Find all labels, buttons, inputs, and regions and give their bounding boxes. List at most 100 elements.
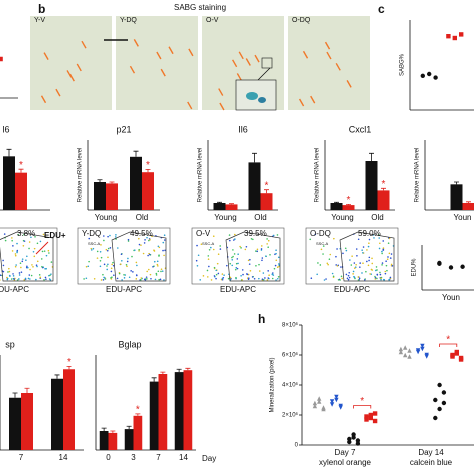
flow-event [111,263,113,266]
flow-event [143,278,146,281]
arrow [219,102,225,111]
flow-event [256,248,259,251]
data-point [312,400,318,406]
panel-label: h [258,312,265,326]
bar [15,172,27,210]
flow-event [120,253,123,256]
flow-event [107,256,109,259]
chart-title: p21 [116,124,131,134]
flow-event [249,269,252,272]
arrow [236,73,242,81]
flow-event [30,236,32,239]
flow-event [162,249,164,252]
flow-event [325,278,327,280]
flow-event [271,273,274,276]
flow-event [38,274,41,276]
flow-event [10,278,13,280]
data-point [317,399,322,404]
y-axis-label: Relative mRNA level [415,148,421,203]
flow-event [340,275,343,278]
flow-event [348,276,351,279]
gate-label: EDU+ [44,231,66,240]
bar [225,204,238,210]
data-point [433,397,438,403]
flow-event [234,268,237,271]
flow-event [355,263,357,266]
flow-event [335,255,337,258]
error-bar [145,169,151,173]
flow-event [197,254,200,257]
flow-event [366,249,368,251]
data-point [437,382,442,388]
flow-event [32,250,35,253]
flow-event [150,277,152,280]
flow-event [100,256,103,259]
data-point [403,352,408,358]
flow-event [27,277,30,280]
flow-event [373,237,375,239]
flow-event [128,276,131,279]
arrow [81,40,87,49]
flow-event [8,267,10,270]
bar [149,381,159,450]
arrow [254,54,260,63]
flow-event [267,277,270,279]
flow-event [376,269,378,271]
y-axis-label: Relative mRNA level [78,148,84,203]
data-point [441,390,447,395]
flow-event [206,269,209,272]
flow-event [387,256,389,258]
panel-label: b [38,2,45,16]
flow-event [357,279,360,281]
flow-event [17,233,20,236]
flow-event [365,270,367,273]
flow-event [16,251,18,254]
micrograph [288,16,370,110]
flow-event [44,276,47,279]
flow-event [221,277,224,280]
flow-event [12,273,14,275]
flow-event [134,249,136,251]
flow-event [316,273,318,276]
flow-event [148,239,150,242]
arrow [160,68,166,77]
chart-title: sp [5,339,15,349]
x-tick-label: Old [136,213,148,222]
flow-event [390,253,393,255]
flow-event [381,252,383,255]
flow-event [109,234,111,237]
gate [0,231,54,282]
sabg-title: SABG staining [174,3,226,12]
data-point [420,73,425,78]
flow-event [277,256,280,259]
flow-event [146,270,148,273]
flow-event [23,240,26,242]
bar [365,161,378,210]
flow-event [135,274,138,276]
error-bar [133,150,139,157]
flow-event [375,266,378,268]
flow-event [329,253,332,256]
flow-event [102,279,105,281]
flow-event [155,274,158,276]
flow-event [223,274,225,276]
flow-event [384,270,387,273]
flow-event [389,276,392,279]
flow-event [378,237,381,239]
flow-event [362,262,364,264]
bar [342,205,355,210]
flow-event [103,239,105,242]
significance: * [347,195,351,206]
arrow [298,98,305,107]
flow-event [15,264,17,266]
flow-event [361,249,363,251]
error-bar [135,413,141,416]
flow-event [155,272,158,275]
flow-event [23,279,26,281]
data-point [424,354,429,359]
image-label: O-DQ [292,17,311,24]
flow-event [213,266,216,269]
error-bar [109,181,115,184]
flow-event [16,279,19,281]
y-axis-label: SABG% [400,53,406,76]
